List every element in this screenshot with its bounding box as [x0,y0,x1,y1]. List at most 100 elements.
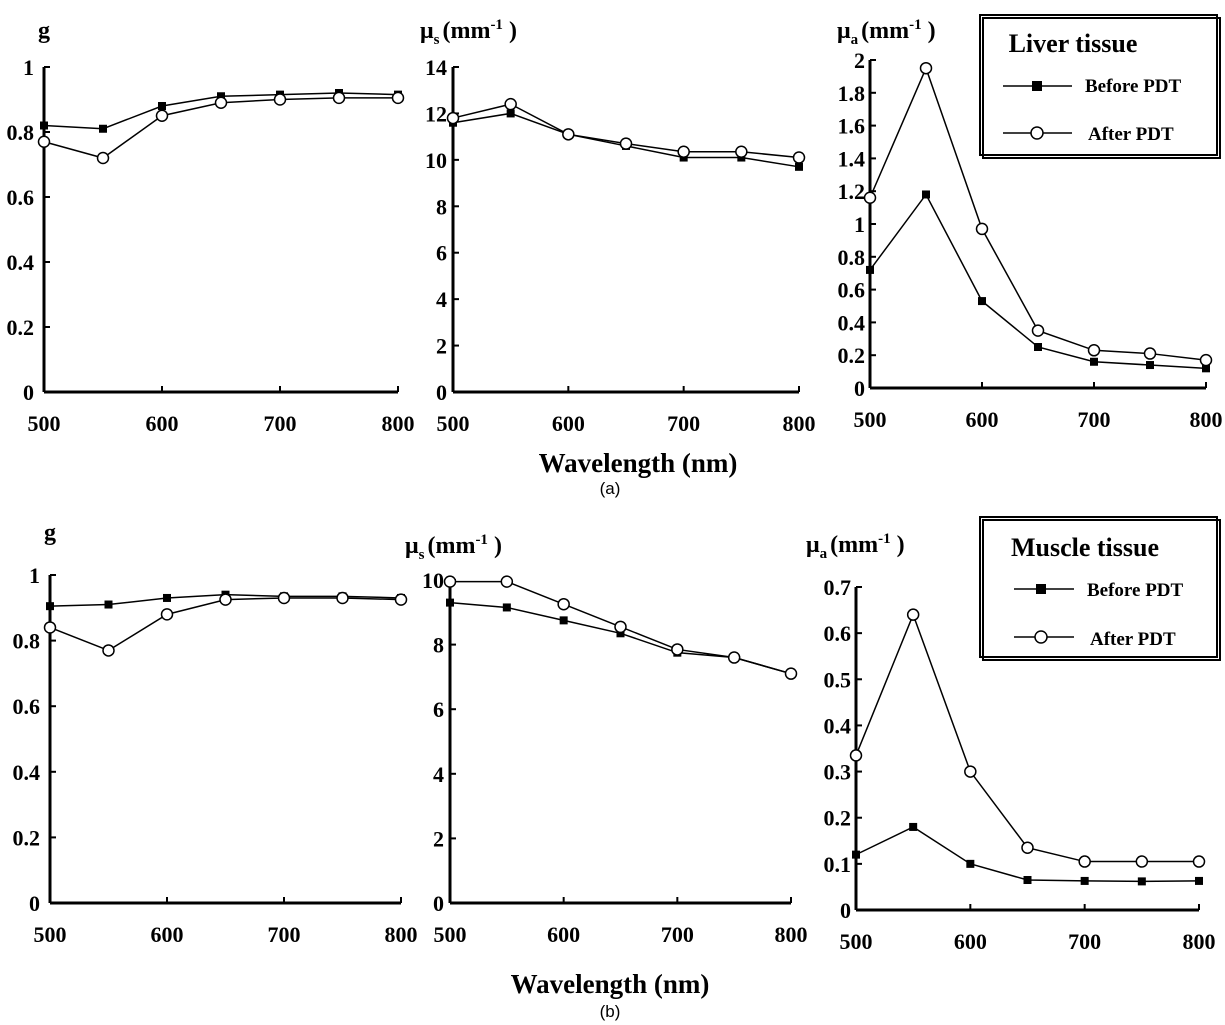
point-before-pdt [1202,364,1210,373]
legend-shadow [982,519,1221,661]
y-tick-label: 1 [23,55,34,80]
point-before-pdt [99,124,107,133]
x-tick-label: 500 [34,922,67,947]
y-tick-label: 0.6 [7,185,35,210]
y-axis-title: g [44,520,56,546]
y-tick-label: 0.6 [838,278,866,303]
y-axis-title: μs (mm-1 ) [405,532,502,563]
point-after-pdt [1143,347,1157,360]
point-before-pdt [1034,343,1042,351]
y-tick-label: 0 [840,898,851,923]
y-axis-title: μa (mm-1 ) [806,531,905,562]
legend-frame [979,14,1218,156]
point-after-pdt [671,643,684,656]
y-tick-label: 6 [433,697,444,722]
point-before-pdt [1137,877,1146,886]
chart-6: 0 0.1 0.2 0.3 0.4 0.5 0.6 0.7 500 600 700 800 μa (mm-… [806,531,1216,954]
y-tick-label: 0.6 [13,694,41,719]
point-before-pdt [502,603,511,612]
point-before-pdt [163,593,171,602]
legend-label: After PDT [1090,629,1176,650]
x-tick-label: 800 [1183,929,1216,954]
chart-2: 0 2 4 6 8 10 12 14 500 600 700 800 μs (mm-1 ) [420,17,816,436]
point-after-pdt [336,591,349,605]
point-before-pdt [922,190,930,199]
point-after-pdt [155,109,169,122]
point-after-pdt [1192,855,1206,868]
legend-title: Muscle tissue [1011,533,1159,562]
x-tick-label: 600 [966,407,999,432]
x-tick-label: 800 [775,922,808,947]
y-tick-label: 2 [854,48,865,73]
point-after-pdt [394,593,408,606]
y-tick-label: 4 [436,287,447,312]
x-tick-label: 600 [151,922,184,947]
point-before-pdt [852,850,860,859]
y-tick-label: 1.6 [838,114,866,139]
y-tick-label: 10 [425,148,447,173]
point-before-pdt [46,602,54,611]
point-after-pdt [443,575,457,588]
y-tick-label: 0.4 [13,760,41,785]
point-after-pdt [727,651,741,664]
y-tick-label: 0.2 [13,825,41,850]
y-tick-label: 0.4 [838,310,866,335]
point-after-pdt [277,591,291,605]
panel-label-b: (b) [600,1002,621,1021]
y-tick-label: 0.5 [824,667,852,692]
y-tick-label: 1.4 [838,146,866,171]
series-line-before-pdt [869,193,1207,370]
y-tick-label: 0.2 [824,806,852,831]
point-after-pdt [1031,324,1045,337]
point-before-pdt [616,629,625,638]
x-tick-label: 800 [783,411,816,436]
y-tick-label: 0.2 [7,315,35,340]
point-before-pdt [217,92,225,101]
x-tick-label: 700 [667,411,700,436]
point-after-pdt [1135,855,1149,868]
point-after-pdt [500,575,514,588]
y-tick-label: 12 [425,101,447,126]
y-tick-label: 14 [425,55,447,80]
legend-shadow [982,17,1221,159]
x-tick-label: 600 [547,922,580,947]
point-before-pdt [966,859,975,868]
point-after-pdt [96,151,110,165]
point-after-pdt [975,222,989,236]
x-tick-label: 700 [268,922,301,947]
y-axis-title: μs (mm-1 ) [420,17,517,48]
point-before-pdt [1080,876,1089,885]
legend-title: Liver tissue [1009,29,1138,58]
point-after-pdt [906,608,920,621]
point-before-pdt [909,822,918,831]
x-tick-label: 500 [840,929,873,954]
x-tick-label: 700 [661,922,694,947]
y-tick-label: 0.3 [824,760,852,785]
legend-label: Before PDT [1085,76,1182,97]
y-tick-label: 1 [29,563,40,588]
legend-square-marker [1036,584,1046,594]
y-axis-title: μa (mm-1 ) [837,17,936,48]
point-after-pdt [102,644,115,657]
point-after-pdt [735,145,748,158]
y-axis-title: g [38,18,50,44]
y-tick-label: 0.1 [824,852,852,877]
point-after-pdt [446,111,460,125]
point-after-pdt [614,620,627,634]
point-before-pdt [506,109,515,118]
legend-square-marker [1032,81,1042,91]
point-after-pdt [964,765,977,778]
point-before-pdt [1195,876,1203,885]
point-before-pdt [40,121,48,130]
point-after-pdt [273,93,287,106]
chart-1: 0 0.2 0.4 0.6 0.8 1 500 600 700 800 g [7,18,415,436]
y-tick-label: 8 [433,633,444,658]
point-before-pdt [559,616,568,625]
x-tick-label: 600 [146,411,179,436]
y-tick-label: 0 [854,376,865,401]
y-tick-label: 0 [433,891,444,916]
x-axis-label-bottom: Wavelength (nm) [511,969,710,999]
y-tick-label: 0.8 [7,120,35,145]
point-after-pdt [792,151,806,164]
